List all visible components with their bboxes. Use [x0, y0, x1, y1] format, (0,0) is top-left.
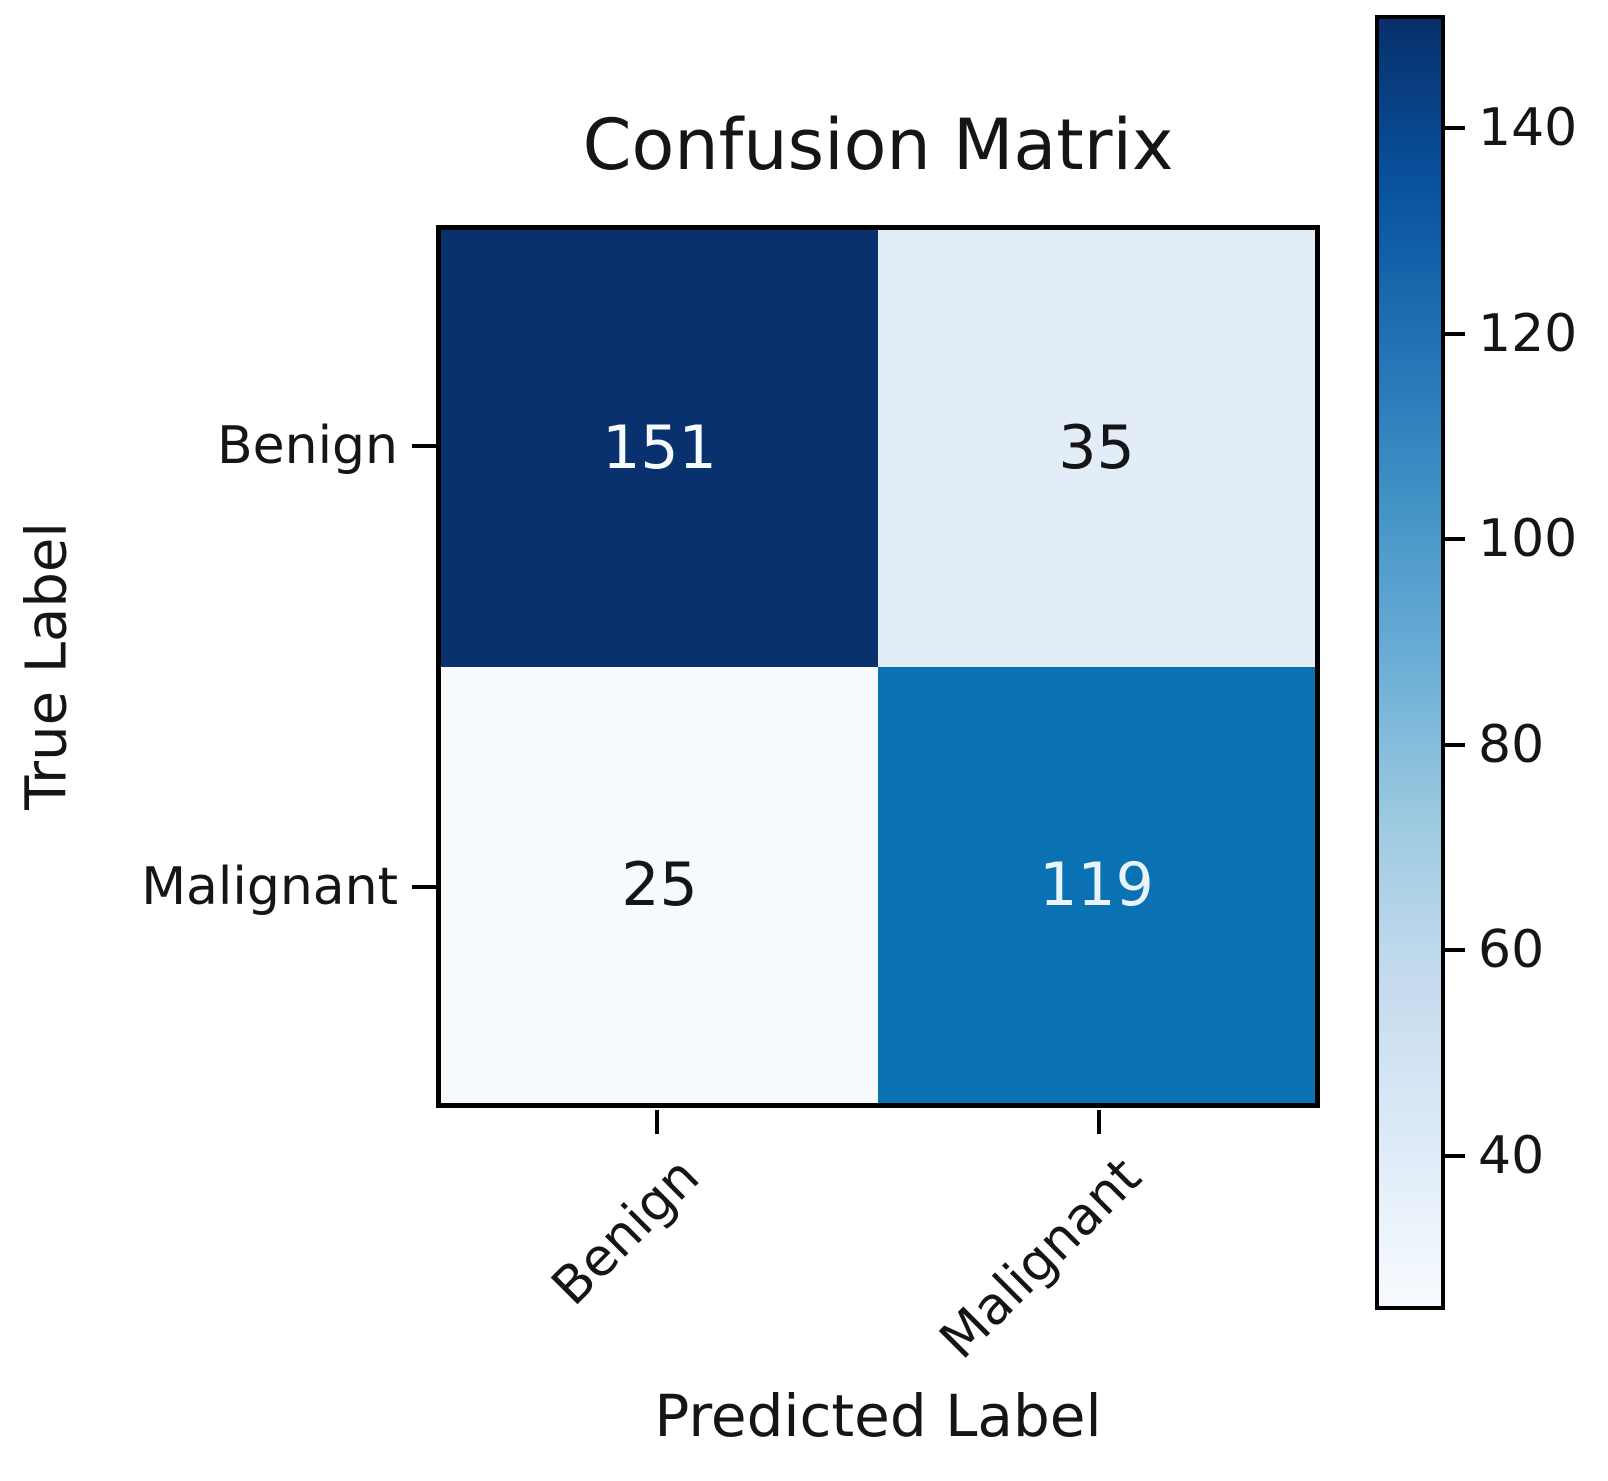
cell-value: 151 [602, 413, 717, 484]
heatmap-matrix: 151 35 25 119 [436, 225, 1320, 1108]
y-axis-label: True Label [14, 522, 80, 810]
chart-title: Confusion Matrix [582, 104, 1174, 186]
colorbar-tick-mark [1443, 331, 1465, 336]
colorbar [1375, 15, 1445, 1310]
cell-value: 25 [621, 849, 698, 920]
colorbar-tick-label: 80 [1478, 714, 1545, 775]
colorbar-tick-label: 60 [1478, 920, 1545, 981]
y-tick-mark [412, 885, 436, 889]
x-tick-mark [1097, 1110, 1101, 1134]
cell-value: 119 [1039, 849, 1154, 920]
y-tick-mark [412, 444, 436, 448]
colorbar-tick-label: 140 [1478, 98, 1578, 159]
cell-true-malignant-pred-malignant: 119 [878, 666, 1315, 1103]
cell-value: 35 [1058, 413, 1135, 484]
colorbar-tick-mark [1443, 948, 1465, 953]
colorbar-tick-mark [1443, 742, 1465, 747]
cell-true-malignant-pred-benign: 25 [441, 666, 878, 1103]
colorbar-tick-mark [1443, 126, 1465, 131]
colorbar-tick-label: 40 [1478, 1125, 1545, 1186]
colorbar-tick-label: 120 [1478, 303, 1578, 364]
colorbar-tick-mark [1443, 537, 1465, 542]
x-tick-mark [655, 1110, 659, 1134]
cell-true-benign-pred-benign: 151 [441, 230, 878, 667]
colorbar-tick-label: 100 [1478, 509, 1578, 570]
colorbar-tick-mark [1443, 1153, 1465, 1158]
x-tick-label-malignant: Malignant [928, 1146, 1154, 1371]
x-axis-label: Predicted Label [654, 1382, 1102, 1450]
cell-true-benign-pred-malignant: 35 [878, 230, 1315, 667]
x-tick-label-benign: Benign [540, 1146, 712, 1318]
y-tick-label-malignant: Malignant [141, 857, 398, 917]
y-tick-label-benign: Benign [216, 416, 398, 476]
